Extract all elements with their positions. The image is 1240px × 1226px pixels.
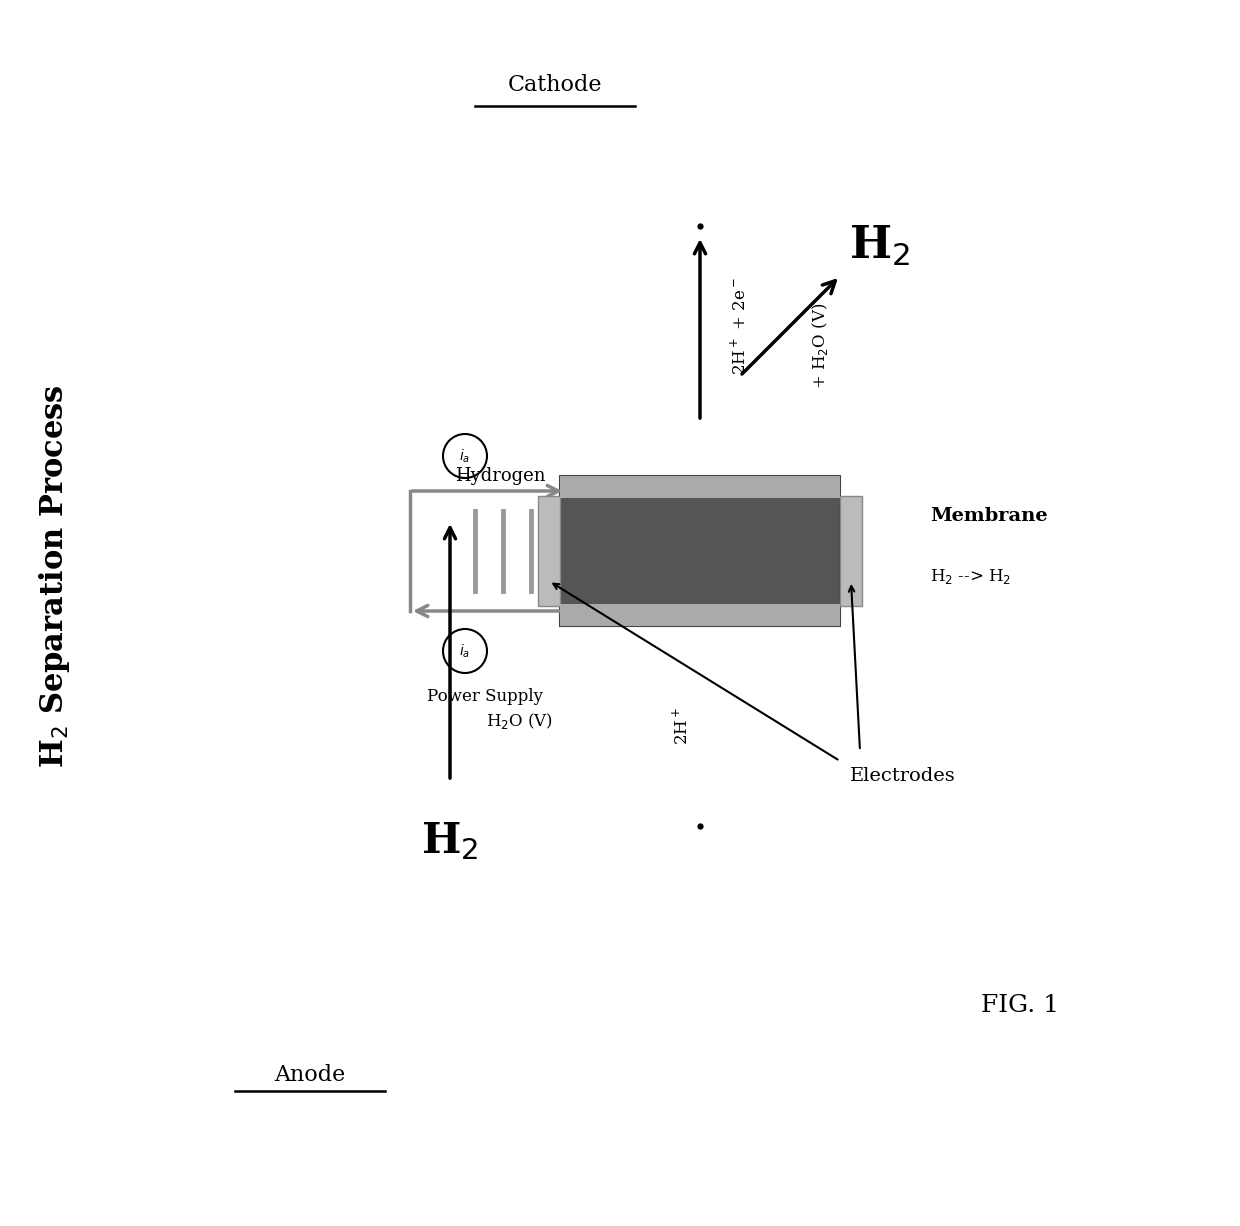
Bar [560, 476, 839, 626]
Text: H$_2$: H$_2$ [422, 820, 479, 862]
Text: H$_2$ Separation Process: H$_2$ Separation Process [37, 384, 72, 767]
Bar [560, 604, 839, 626]
Text: Anode: Anode [274, 1064, 346, 1086]
Text: 2H$^+$: 2H$^+$ [672, 707, 692, 745]
Bar [839, 497, 862, 606]
Text: Electrodes: Electrodes [849, 767, 956, 785]
Text: H$_2$: H$_2$ [849, 224, 910, 268]
Text: + H$_2$O (V): + H$_2$O (V) [810, 303, 830, 389]
Bar [560, 476, 839, 498]
Text: H$_2$ --> H$_2$: H$_2$ --> H$_2$ [930, 566, 1012, 586]
Text: $i_a$: $i_a$ [459, 447, 471, 465]
Text: FIG. 1: FIG. 1 [981, 994, 1059, 1018]
Text: Membrane: Membrane [930, 508, 1048, 525]
Text: Cathode: Cathode [507, 74, 603, 96]
Text: Hydrogen: Hydrogen [455, 467, 546, 485]
Text: $i_a$: $i_a$ [459, 642, 471, 660]
Text: 2H$^+$ + 2e$^-$: 2H$^+$ + 2e$^-$ [730, 277, 750, 375]
Text: Power Supply: Power Supply [427, 688, 543, 705]
Text: H$_2$O (V): H$_2$O (V) [486, 711, 553, 731]
Bar [538, 497, 560, 606]
